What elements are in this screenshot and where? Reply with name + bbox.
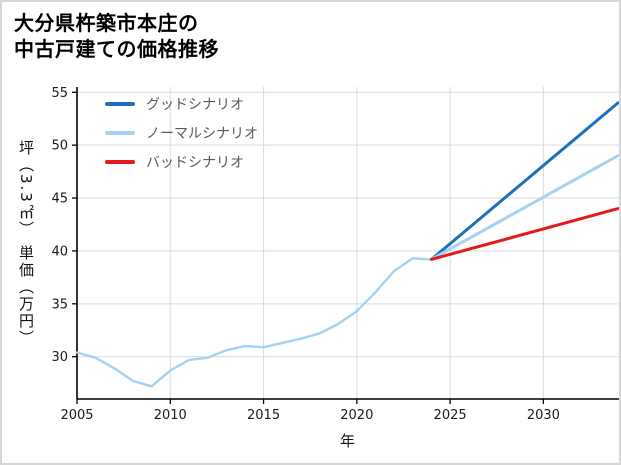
- legend-swatch-normal-scenario: [105, 131, 135, 135]
- chart-legend: グッドシナリオ ノーマルシナリオ バッドシナリオ: [105, 94, 258, 172]
- legend-swatch-good-scenario: [105, 102, 135, 106]
- series-line-normal-scenario: [429, 154, 619, 261]
- y-tick-label: 40: [51, 244, 68, 259]
- y-tick-label: 45: [51, 192, 68, 207]
- series-line-bad-scenario: [429, 207, 619, 261]
- chart-title-line1: 大分県杵築市本庄の: [14, 11, 199, 35]
- series-line-good-scenario: [429, 101, 619, 261]
- legend-label-normal-scenario: ノーマルシナリオ: [146, 126, 258, 142]
- x-tick-label: 2010: [154, 408, 187, 423]
- x-tick-label: 2005: [60, 408, 93, 423]
- series-line-history: [75, 257, 433, 388]
- legend-swatch-bad-scenario: [105, 160, 135, 164]
- x-tick-label: 2030: [527, 408, 560, 423]
- y-tick-label: 50: [51, 139, 68, 154]
- chart-title: 大分県杵築市本庄の 中古戸建ての価格推移: [14, 10, 219, 62]
- x-axis-label: 年: [339, 432, 355, 450]
- legend-label-good-scenario: グッドシナリオ: [146, 97, 244, 113]
- legend-label-bad-scenario: バッドシナリオ: [146, 155, 244, 171]
- y-tick-label: 30: [51, 350, 68, 365]
- chart-title-line2: 中古戸建ての価格推移: [14, 37, 219, 61]
- y-tick-label: 35: [51, 297, 68, 312]
- x-tick-label: 2020: [340, 408, 373, 423]
- x-tick-label: 2025: [434, 408, 467, 423]
- x-tick-label: 2015: [247, 408, 280, 423]
- legend-item-good-scenario: グッドシナリオ: [105, 94, 258, 114]
- legend-item-normal-scenario: ノーマルシナリオ: [105, 123, 258, 143]
- y-tick-label: 55: [51, 86, 68, 101]
- y-axis-label: 坪（3.3㎡） 単価（万円）: [17, 139, 35, 347]
- legend-item-bad-scenario: バッドシナリオ: [105, 152, 258, 172]
